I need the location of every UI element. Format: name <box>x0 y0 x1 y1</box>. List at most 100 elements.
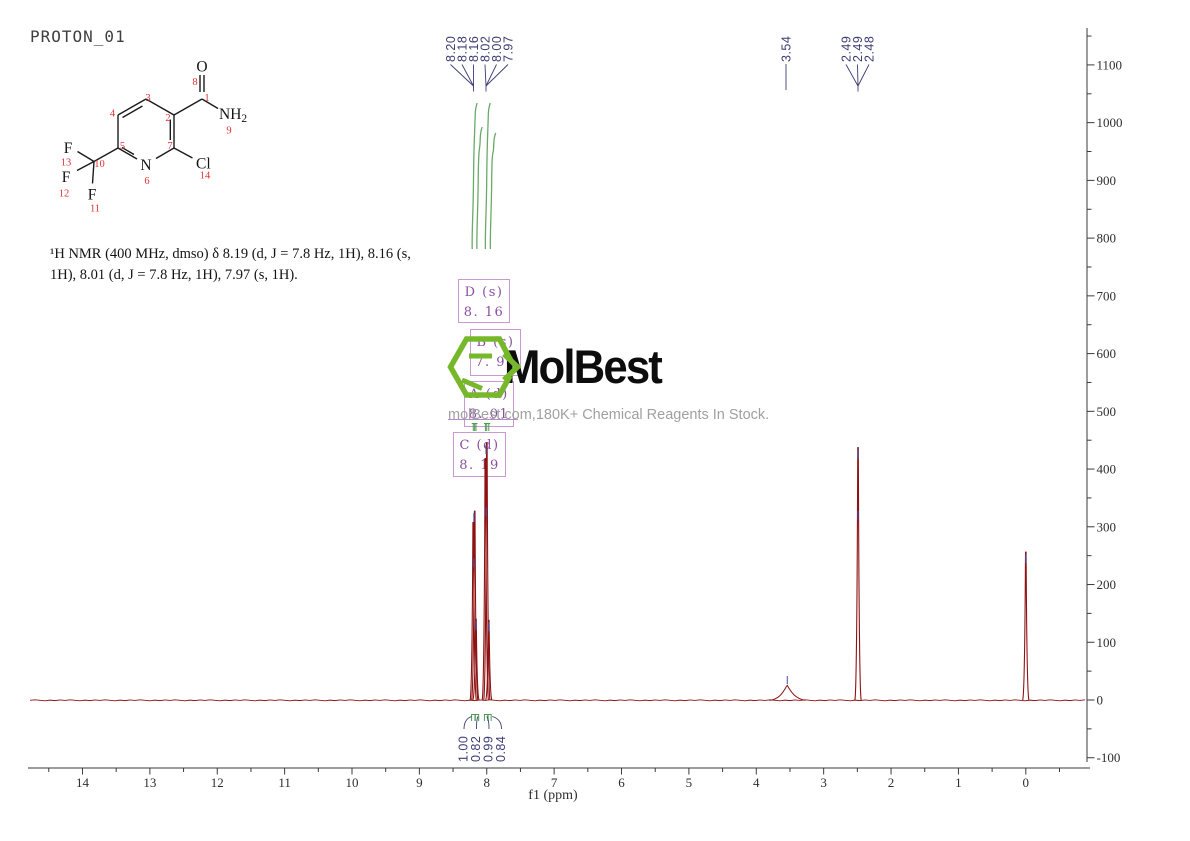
bond <box>122 105 143 119</box>
integral-curve <box>484 102 491 250</box>
atom-number: 3 <box>145 93 150 104</box>
atom-number: 7 <box>167 141 172 152</box>
bond <box>117 147 138 160</box>
peak-label-connector <box>857 64 859 87</box>
x-axis-tick-label: 10 <box>346 775 359 790</box>
y-axis-tick-label: 600 <box>1097 346 1117 361</box>
peak-shift-label: 7.97 <box>502 36 516 62</box>
peak-spike <box>472 618 480 701</box>
x-axis-tick-label: 7 <box>551 775 558 790</box>
bond <box>76 160 95 172</box>
atom-number: 14 <box>200 171 211 182</box>
atom-number: 2 <box>165 113 170 124</box>
integral-value-label: 0.99 <box>482 736 496 762</box>
x-axis-tick-label: 12 <box>211 775 224 790</box>
integral-curve <box>471 102 478 250</box>
multiplet-box-label: C (d) <box>459 438 500 453</box>
atom-number: 10 <box>94 159 105 170</box>
watermark-tagline: molBest.com,180K+ Chemical Reagents In S… <box>448 407 770 423</box>
atom-number: 5 <box>120 141 125 152</box>
atom-label: O <box>196 59 207 76</box>
y-axis-tick-label: 800 <box>1097 231 1117 246</box>
y-axis-tick-label: 100 <box>1097 635 1117 650</box>
peak-label-connector <box>845 64 859 87</box>
bond <box>155 147 175 160</box>
x-axis-tick-label: 14 <box>76 775 90 790</box>
peak-spike <box>485 619 493 701</box>
watermark-brand: MolBest <box>504 340 663 393</box>
multiplet-box-shift: 8. 16 <box>463 304 505 320</box>
y-axis-tick-label: 1100 <box>1097 57 1123 72</box>
y-axis-tick-label: 700 <box>1097 288 1117 303</box>
integral-value-label: 0.82 <box>469 736 483 762</box>
atom-number: 1 <box>204 93 209 104</box>
atom-label: F <box>62 169 71 186</box>
atom-label: F <box>64 140 73 157</box>
peak-shift-label: 8.00 <box>490 36 504 62</box>
peak-shift-label: 8.16 <box>467 36 481 62</box>
atom-number: 11 <box>90 204 100 215</box>
x-axis-tick-label: 0 <box>1023 775 1030 790</box>
x-axis-tick-label: 8 <box>484 775 491 790</box>
atom-label: NH2 <box>219 106 247 125</box>
hexagon-inner-bar <box>461 377 483 391</box>
peak-label-connector <box>484 64 487 87</box>
atom-label: Cl <box>196 156 211 173</box>
peak-shift-label: 2.48 <box>863 36 877 62</box>
integral-value-label: 1.00 <box>457 736 471 762</box>
integral-region-bracket <box>471 714 476 721</box>
atom-label: F <box>88 187 97 204</box>
x-axis-tick-label: 13 <box>143 775 156 790</box>
integral-label-connector <box>486 716 490 730</box>
peak-shift-label: 3.54 <box>780 36 794 62</box>
peak-label-connector <box>450 64 474 87</box>
peak-label-connector <box>485 64 497 87</box>
nmr-caption: ¹H NMR (400 MHz, dmso) δ 8.19 (d, J = 7.… <box>50 244 460 286</box>
multiplet-box-shift: 8. 19 <box>459 457 500 473</box>
atom-number: 8 <box>192 77 197 88</box>
bond <box>201 98 219 110</box>
atom-label: N <box>140 157 151 174</box>
peak-spike <box>471 510 479 701</box>
peak-spike <box>854 447 862 701</box>
multiplet-box: D (s) 8. 16 <box>458 279 510 323</box>
x-axis-tick-label: 4 <box>753 775 760 790</box>
integral-value-label: 0.84 <box>494 736 508 762</box>
integral-curve <box>489 132 497 250</box>
multiplet-box-label: D (s) <box>464 285 504 300</box>
x-axis-tick-label: 3 <box>820 775 827 790</box>
hexagon-arrow-tip <box>502 352 522 382</box>
water-peak <box>769 684 806 701</box>
baseline-trace <box>29 699 1086 702</box>
peak-shift-label: 2.49 <box>851 36 865 62</box>
y-axis-tick-label: 900 <box>1097 173 1117 188</box>
x-axis-tick-label: 2 <box>888 775 895 790</box>
x-axis-tick-label: 1 <box>955 775 962 790</box>
bond <box>93 147 119 163</box>
bond <box>77 150 95 163</box>
peak-spike <box>1022 551 1030 701</box>
integral-region-bracket <box>487 714 492 721</box>
y-axis-tick-label: 200 <box>1097 577 1117 592</box>
peak-label-connector <box>857 64 870 87</box>
multiplet-box-shift: 8. 01 <box>468 406 510 422</box>
hexagon-benzene-arrow-icon <box>447 336 513 398</box>
y-axis-tick-label: 500 <box>1097 404 1117 419</box>
bond <box>173 98 203 116</box>
atom-number: 6 <box>144 176 149 187</box>
atom-number: 4 <box>110 109 116 120</box>
peak-shift-label: 2.49 <box>840 36 854 62</box>
spectrum-title: PROTON_01 <box>30 27 126 46</box>
peak-shift-label: 8.20 <box>444 36 458 62</box>
peak-spike <box>481 457 489 701</box>
atom-number: 9 <box>226 126 231 137</box>
integral-label-connector <box>476 716 479 730</box>
x-axis-tick-label: 11 <box>278 775 291 790</box>
x-axis-tick-label: 6 <box>618 775 625 790</box>
y-axis-tick-label: 0 <box>1097 693 1104 708</box>
peak-shift-label: 8.18 <box>456 36 470 62</box>
atom-number: 12 <box>59 189 70 200</box>
peak-shift-label: 8.02 <box>479 36 493 62</box>
